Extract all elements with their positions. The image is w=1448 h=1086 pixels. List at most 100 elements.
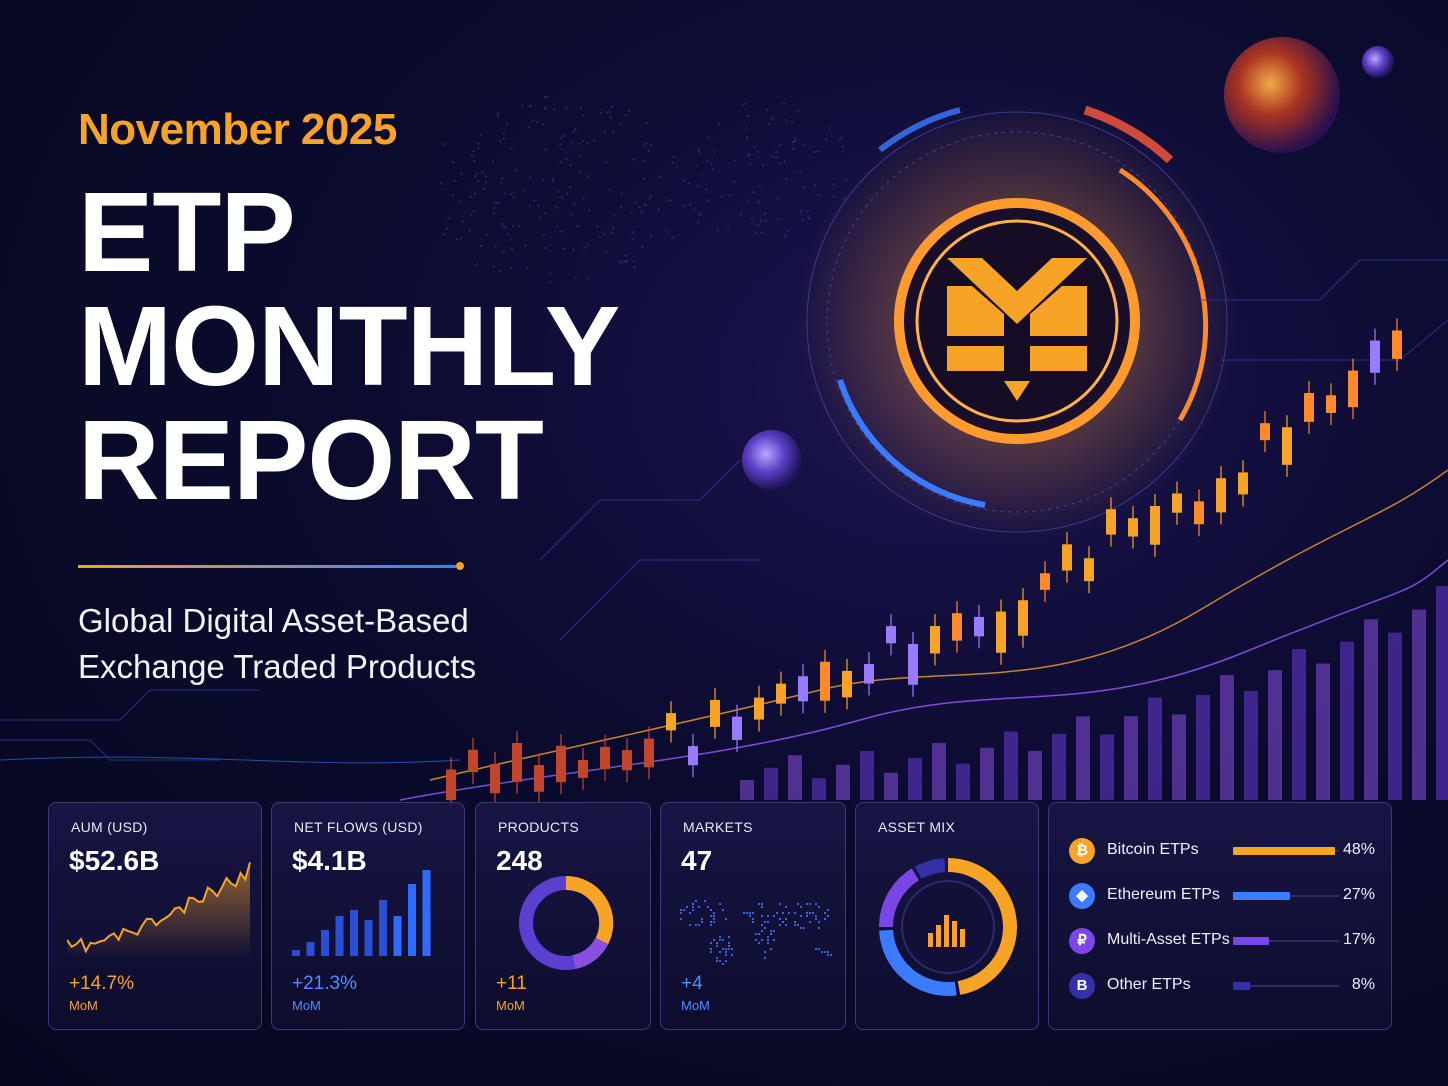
candle-body (974, 616, 984, 637)
map-dot (455, 238, 458, 241)
map-dot (815, 948, 817, 950)
map-dot (562, 248, 565, 251)
card-period: MoM (69, 998, 98, 1013)
background-bar (956, 763, 970, 800)
map-dot (791, 121, 794, 124)
background-bar (908, 758, 922, 800)
map-dot (755, 933, 757, 935)
ring-segment (879, 868, 920, 928)
map-dot (573, 203, 576, 206)
map-dot (764, 957, 766, 959)
background-bar (836, 764, 850, 800)
map-dot (794, 924, 796, 926)
candle-body (798, 676, 808, 702)
map-dot (761, 231, 764, 234)
map-dot (827, 909, 829, 911)
candle-body (886, 626, 896, 644)
title-line-2: MONTHLY (78, 283, 620, 409)
map-dot (824, 918, 826, 920)
candle-body (1150, 506, 1160, 545)
map-dot (526, 267, 529, 270)
candle-body (578, 759, 588, 778)
bitcoin-icon: ₿ (1069, 838, 1095, 864)
products-card: PRODUCTS 248 +11 MoM (475, 802, 651, 1030)
flow-bar (292, 950, 300, 956)
map-dot (827, 951, 829, 953)
map-dot (557, 190, 560, 193)
map-dot (572, 248, 575, 251)
map-dot (481, 171, 484, 174)
map-dot (570, 213, 573, 216)
map-dot (744, 102, 747, 105)
map-dot (454, 180, 457, 183)
map-dot (707, 906, 709, 908)
map-dot (713, 912, 715, 914)
candle-body (776, 683, 786, 704)
map-dot (544, 148, 547, 151)
subtitle-line-1: Global Digital Asset-Based (78, 602, 469, 639)
asset-mix-ring-chart (879, 858, 1017, 996)
map-dot (800, 915, 802, 917)
map-dot (462, 220, 465, 223)
map-dot (716, 960, 718, 962)
map-dot (719, 951, 721, 953)
map-dot (761, 906, 763, 908)
map-dot (576, 224, 579, 227)
title-line-1: ETP (78, 169, 296, 295)
map-dot (473, 193, 476, 196)
map-dot (809, 912, 811, 914)
candle-body (1062, 544, 1072, 571)
map-dot (470, 196, 473, 199)
map-dot (603, 233, 606, 236)
map-dot (611, 130, 614, 133)
map-dot (460, 237, 463, 240)
map-dot (574, 127, 577, 130)
map-dot (698, 924, 700, 926)
map-dot (815, 903, 817, 905)
map-dot (758, 933, 760, 935)
background-bar (1268, 670, 1282, 800)
net-flows-bar-chart (292, 870, 431, 956)
map-dot (527, 125, 530, 128)
ring-segment (914, 858, 946, 879)
map-dot (756, 224, 759, 227)
map-dot (501, 222, 504, 225)
legend-label: Other ETPs (1107, 976, 1191, 993)
map-dot (783, 160, 786, 163)
candle-body (1238, 472, 1248, 495)
map-dot (809, 921, 811, 923)
map-dot (806, 903, 808, 905)
map-dot (666, 231, 669, 234)
background-bar (1412, 609, 1426, 800)
map-dot (722, 939, 724, 941)
map-dot (587, 209, 590, 212)
map-dot (624, 114, 627, 117)
map-dot (770, 930, 772, 932)
map-dot (648, 197, 651, 200)
candle-body (666, 713, 676, 731)
map-dot (701, 918, 703, 920)
map-dot (628, 110, 631, 113)
map-dot (581, 139, 584, 142)
map-dot (512, 225, 515, 228)
map-dot (720, 195, 723, 198)
map-dot (510, 267, 513, 270)
map-dot (752, 912, 754, 914)
title-line-3: REPORT (78, 397, 544, 523)
map-dot (565, 157, 568, 160)
map-dot (824, 951, 826, 953)
map-dot (472, 209, 475, 212)
map-dot (552, 177, 555, 180)
map-dot (797, 903, 799, 905)
map-dot (830, 954, 832, 956)
legend-bar-track (1233, 940, 1339, 942)
map-dot (569, 186, 572, 189)
background-bar (1124, 716, 1138, 800)
map-dot (739, 213, 742, 216)
map-dot (764, 951, 766, 953)
map-dot (658, 175, 661, 178)
map-dot (634, 201, 637, 204)
background-bar (1340, 641, 1354, 800)
map-dot (598, 235, 601, 238)
candle-body (1106, 509, 1116, 535)
